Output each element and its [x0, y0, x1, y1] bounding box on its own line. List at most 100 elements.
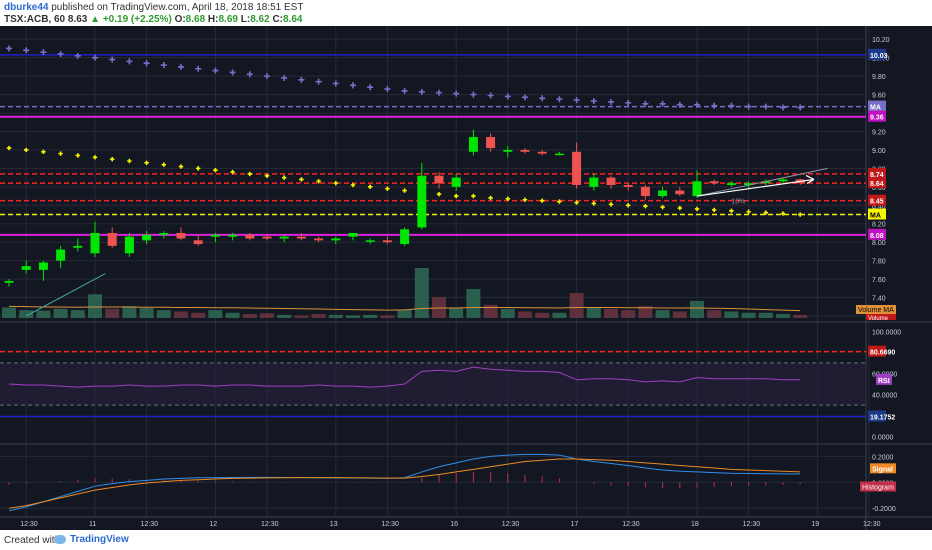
- chart-footer: Created with TradingView: [0, 530, 932, 550]
- price-tick-label: 8.60: [872, 185, 886, 192]
- signal-label-bg: [870, 463, 896, 474]
- candle-up: [417, 175, 427, 228]
- volume-bar: [174, 311, 188, 318]
- candle-down: [107, 232, 117, 246]
- ma-slow-cross: [212, 67, 219, 74]
- candle-down: [709, 181, 719, 184]
- x-tick-label: 12:30: [743, 521, 761, 528]
- arrow-line: [696, 178, 815, 197]
- ma-fast-cross: [780, 211, 786, 216]
- price-tick-label: 9.80: [872, 74, 886, 81]
- ma-slow-cross: [109, 56, 116, 63]
- candle-up: [365, 240, 375, 242]
- chart-canvas[interactable]: 10.2010.009.809.609.409.209.008.808.608.…: [0, 26, 932, 530]
- ma-fast-cross: [522, 197, 528, 202]
- ma-fast-cross: [677, 205, 682, 211]
- ma-slow-cross: [178, 63, 184, 70]
- rsi-lower-label-bg: [868, 410, 886, 422]
- volume-bar: [449, 307, 464, 318]
- ma-slow-cross: [453, 90, 460, 97]
- ma-fast-cross: [6, 145, 12, 151]
- price-tick-label: 9.20: [872, 129, 886, 136]
- candle-up: [726, 183, 736, 185]
- candle-down: [382, 240, 392, 243]
- ma-fast-cross: [591, 201, 596, 206]
- price-line-label: 8.64: [870, 181, 884, 188]
- ma-fast-cross: [144, 160, 149, 166]
- open-value: 8.68: [185, 14, 206, 25]
- candle-up: [589, 177, 599, 187]
- volume-bar: [414, 268, 429, 318]
- volume-bar: [242, 314, 257, 318]
- ma-fast-cross: [540, 198, 545, 203]
- volume-bar: [690, 300, 704, 318]
- ma-slow-cross: [539, 95, 546, 102]
- ma-slow-cross: [797, 104, 804, 111]
- price-line-label: 8.74: [870, 172, 884, 179]
- volume-bar: [105, 308, 120, 318]
- volume-bar: [535, 312, 550, 318]
- ma-slow-cross: [143, 60, 150, 67]
- volume-ma-legend-bg: [856, 305, 896, 314]
- candle-up: [554, 153, 564, 156]
- ma-fast-cross: [694, 206, 700, 212]
- ma-fast-cross: [161, 162, 166, 167]
- price-line-label-bg: [868, 194, 886, 206]
- ma-fast-cross: [574, 200, 579, 205]
- candle-down: [537, 151, 547, 154]
- ma-slow-cross: [762, 103, 769, 110]
- candle-up: [331, 238, 341, 241]
- ma-fast-cross: [402, 188, 407, 193]
- symbol-label[interactable]: TSX:ACB, 60: [4, 14, 66, 25]
- ma-slow-cross: [676, 101, 683, 108]
- ma-slow-cross: [350, 82, 356, 89]
- price-tick-label: 7.60: [872, 277, 886, 284]
- x-tick-label: 19: [811, 521, 819, 528]
- ma-fast-cross: [557, 199, 562, 204]
- volume-bar: [2, 307, 16, 318]
- arrow-head-icon: [805, 174, 815, 184]
- ma-slow-cross: [436, 89, 442, 96]
- ma-fast-cross: [729, 208, 734, 214]
- volume-bar: [277, 314, 292, 318]
- ma-fast-cross: [41, 149, 46, 154]
- ma-slow-cross: [694, 101, 700, 108]
- x-tick-label: 17: [571, 521, 579, 528]
- ma-fast-cross: [608, 202, 614, 207]
- candle-down: [606, 177, 616, 185]
- candle-up: [451, 177, 461, 187]
- volume-bar: [156, 310, 171, 318]
- volume-bar: [638, 306, 653, 318]
- author-link[interactable]: dburke44: [4, 2, 49, 13]
- candle-up: [56, 249, 66, 261]
- price-tick-label: 7.40: [872, 296, 886, 303]
- volume-bar: [655, 310, 670, 318]
- volume-bar: [707, 310, 722, 318]
- volume-bar: [621, 310, 636, 318]
- ma-slow-cross: [92, 54, 98, 61]
- candle-up: [503, 149, 513, 152]
- ma-fast-cross: [196, 166, 201, 171]
- tradingview-brand-link[interactable]: TradingView: [70, 534, 129, 545]
- volume-bar: [500, 308, 515, 318]
- price-line-label-bg: [868, 167, 886, 179]
- candle-up: [692, 181, 702, 197]
- volume-legend-bg: [866, 314, 896, 320]
- ma-fast-cross: [264, 173, 270, 178]
- ma-slow-cross: [23, 47, 30, 54]
- ma-slow-cross: [470, 91, 477, 98]
- ma-fast-cross: [643, 204, 648, 209]
- x-tick-label: 12:30: [622, 521, 640, 528]
- price-tick-label: 8.00: [872, 240, 886, 247]
- volume-bar: [122, 306, 137, 318]
- chart-header: dburke44 published on TradingView.com, A…: [0, 0, 932, 26]
- volume-bar: [19, 310, 34, 318]
- x-tick-label: 12:30: [381, 521, 399, 528]
- candle-down: [640, 186, 650, 197]
- ma-slow-cross: [711, 102, 718, 109]
- ma-slow-cross: [74, 52, 81, 59]
- histogram-label-bg: [860, 481, 896, 492]
- ma-fast-cross: [92, 155, 98, 160]
- x-tick-label: 12:30: [502, 521, 520, 528]
- ma-slow-cross: [315, 78, 322, 85]
